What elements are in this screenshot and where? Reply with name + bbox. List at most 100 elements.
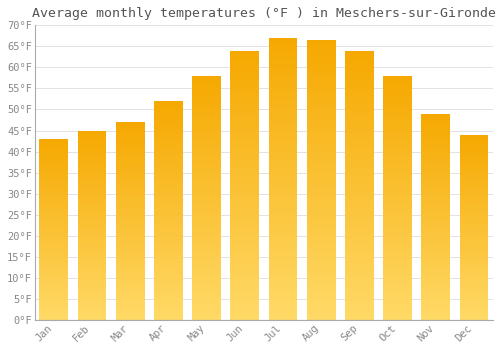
Bar (307, 163, 336, 166)
Bar (422, 145, 450, 147)
Bar (345, 239, 374, 242)
Bar (230, 228, 259, 231)
Bar (307, 289, 336, 292)
Bar (192, 208, 221, 210)
Bar (383, 293, 412, 295)
Bar (307, 306, 336, 309)
Bar (154, 219, 182, 222)
Bar (345, 102, 374, 104)
Bar (40, 300, 68, 302)
Bar (383, 164, 412, 166)
Bar (422, 306, 450, 308)
Bar (307, 54, 336, 57)
Bar (460, 175, 488, 177)
Bar (268, 83, 298, 86)
Bar (154, 206, 182, 208)
Bar (116, 130, 144, 132)
Bar (268, 122, 298, 125)
Bar (268, 193, 298, 196)
Bar (460, 301, 488, 303)
Bar (40, 161, 68, 162)
Bar (230, 77, 259, 80)
Bar (460, 229, 488, 231)
Bar (78, 293, 106, 295)
Bar (230, 201, 259, 204)
Bar (78, 318, 106, 320)
Bar (307, 194, 336, 197)
Bar (230, 226, 259, 228)
Bar (78, 136, 106, 138)
Bar (422, 314, 450, 316)
Bar (78, 246, 106, 248)
Bar (192, 115, 221, 117)
Bar (154, 105, 182, 107)
Bar (383, 98, 412, 100)
Bar (40, 159, 68, 161)
Bar (192, 210, 221, 212)
Bar (307, 141, 336, 144)
Bar (116, 197, 144, 199)
Bar (154, 254, 182, 257)
Bar (422, 250, 450, 252)
Bar (116, 243, 144, 245)
Bar (116, 148, 144, 150)
Bar (230, 123, 259, 126)
Bar (154, 243, 182, 245)
Bar (78, 153, 106, 155)
Bar (116, 175, 144, 177)
Bar (345, 250, 374, 253)
Bar (307, 79, 336, 82)
Bar (268, 289, 298, 292)
Bar (230, 307, 259, 309)
Bar (192, 178, 221, 181)
Bar (40, 179, 68, 181)
Bar (192, 244, 221, 247)
Bar (268, 187, 298, 190)
Bar (422, 118, 450, 120)
Bar (230, 231, 259, 234)
Bar (307, 239, 336, 241)
Bar (78, 168, 106, 170)
Bar (230, 223, 259, 226)
Bar (345, 312, 374, 315)
Bar (40, 186, 68, 188)
Bar (40, 231, 68, 233)
Bar (307, 317, 336, 320)
Bar (422, 169, 450, 172)
Bar (345, 218, 374, 220)
Bar (116, 223, 144, 225)
Bar (78, 178, 106, 180)
Bar (40, 238, 68, 240)
Bar (268, 125, 298, 128)
Bar (460, 222, 488, 224)
Bar (230, 83, 259, 85)
Bar (383, 284, 412, 286)
Bar (154, 204, 182, 206)
Bar (422, 157, 450, 159)
Bar (383, 188, 412, 190)
Bar (192, 261, 221, 264)
Bar (116, 308, 144, 310)
Bar (307, 71, 336, 74)
Bar (230, 185, 259, 188)
Bar (345, 234, 374, 237)
Bar (192, 290, 221, 293)
Bar (460, 300, 488, 301)
Bar (116, 193, 144, 195)
Bar (422, 190, 450, 192)
Bar (40, 197, 68, 199)
Bar (154, 160, 182, 162)
Bar (460, 211, 488, 212)
Bar (383, 132, 412, 134)
Bar (192, 85, 221, 88)
Bar (154, 138, 182, 140)
Bar (345, 263, 374, 266)
Bar (383, 107, 412, 110)
Bar (268, 179, 298, 182)
Bar (460, 292, 488, 294)
Bar (40, 224, 68, 226)
Bar (230, 169, 259, 172)
Bar (345, 58, 374, 61)
Bar (460, 250, 488, 251)
Bar (230, 64, 259, 67)
